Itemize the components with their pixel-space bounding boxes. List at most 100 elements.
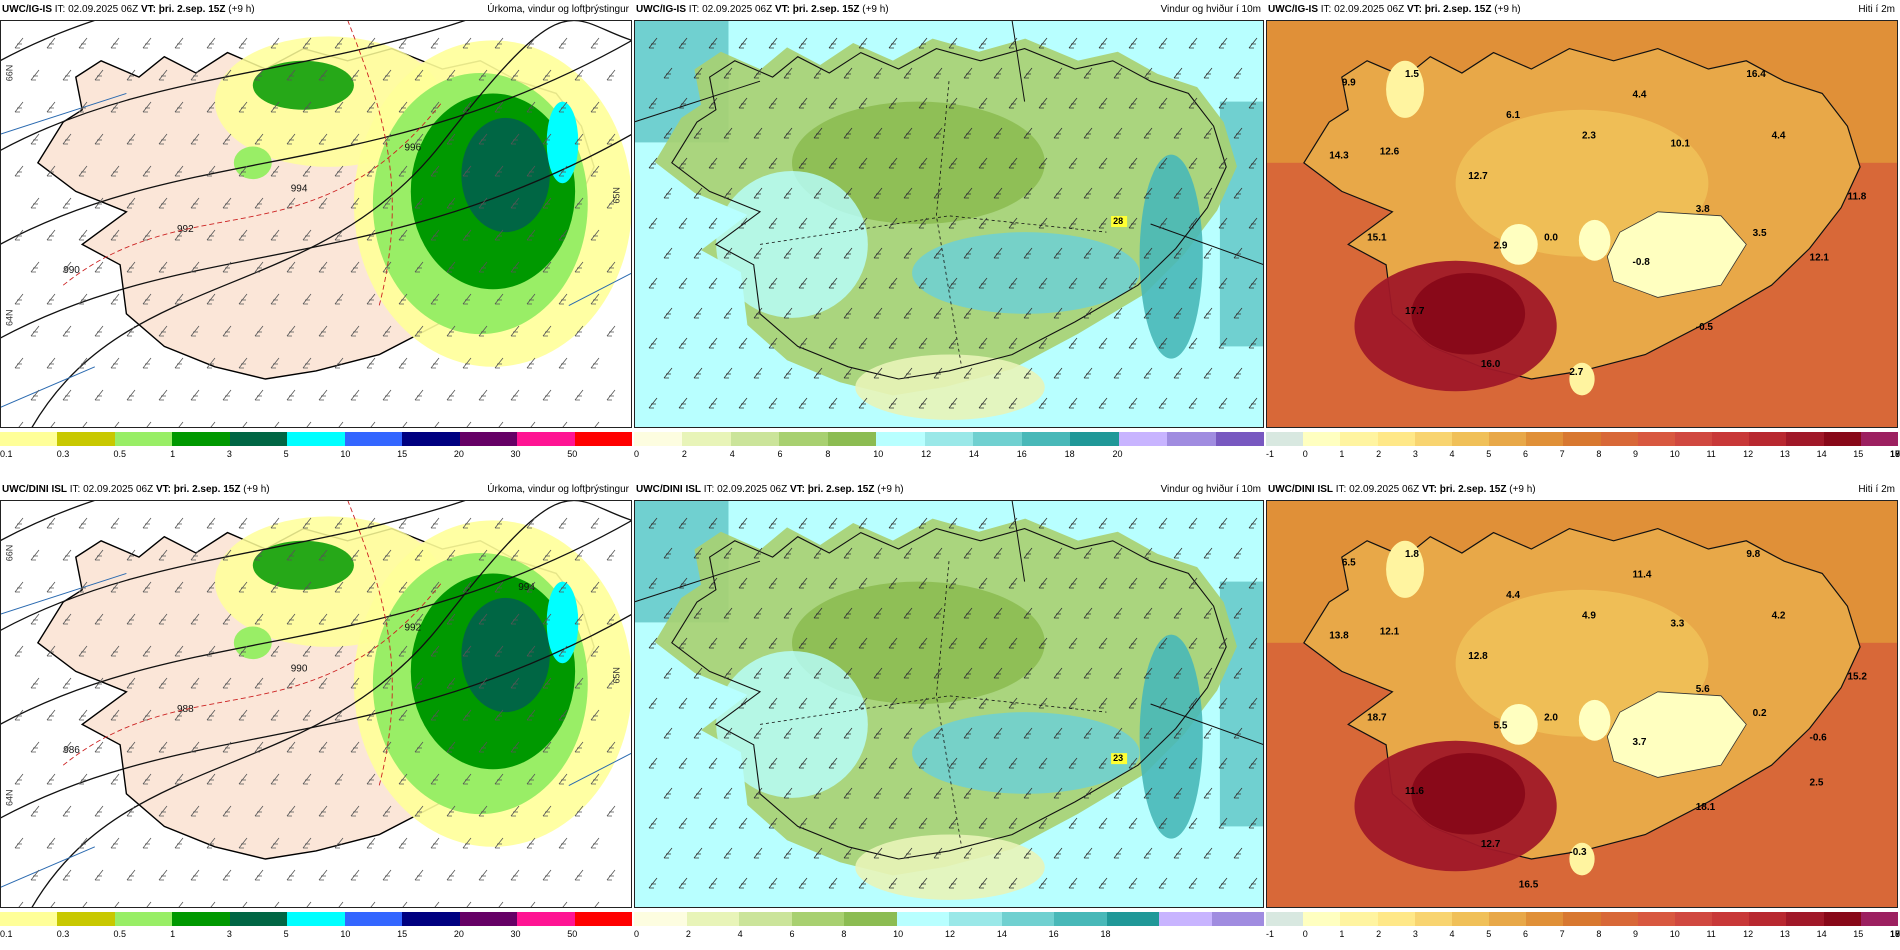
colorbar-tick-label: 0.5 <box>113 449 126 459</box>
colorbar-swatch <box>730 432 780 446</box>
forecast-offset: (+9 h) <box>1509 484 1536 495</box>
map-area: 6.5 1.8 9.8 11.4 4.4 13.8 12.1 4.9 3.3 4.2 12.8 5.6… <box>1266 500 1898 908</box>
it-label: IT: <box>1320 4 1332 15</box>
colorbar-swatch <box>229 432 288 446</box>
panel-header: UWC/DINI ISL IT: 02.09.2025 06Z VT: þri.… <box>1266 480 1898 500</box>
colorbar-swatch <box>1786 912 1824 926</box>
init-time: 02.09.2025 06Z <box>702 4 773 15</box>
it-label: IT: <box>69 484 81 495</box>
colorbar-tick-label: 0.1 <box>0 929 13 939</box>
vt-label: VT: <box>789 484 805 495</box>
precip-area-heavy <box>252 540 354 590</box>
colorbar-swatch <box>1563 912 1601 926</box>
colorbar-tick-label: 50 <box>567 449 578 459</box>
colorbar-tick-label: 18 <box>1890 929 1900 939</box>
colorbar-swatch <box>517 432 575 446</box>
colorbar-swatch <box>1526 432 1564 446</box>
temperature-label: 3.7 <box>1633 737 1647 748</box>
isobar-label: 992 <box>177 224 194 235</box>
temperature-label: 1.8 <box>1405 549 1419 560</box>
colorbar-swatch <box>1054 912 1107 926</box>
colorbar-swatch <box>791 912 844 926</box>
vt-label: VT: <box>140 4 156 15</box>
colorbar-swatch <box>1563 432 1601 446</box>
colorbar-swatch <box>1118 432 1168 446</box>
latitude-label: 64N <box>5 309 15 326</box>
run-info: UWC/DINI ISL IT: 02.09.2025 06Z VT: þri.… <box>1268 480 1536 500</box>
precip-core <box>546 101 579 184</box>
colorbar-tick-label: 6 <box>789 929 795 939</box>
vt-label: VT: <box>155 484 171 495</box>
colorbar-tick-label: 0.1 <box>0 449 13 459</box>
colorbar-tick-label: 3 <box>1412 449 1418 459</box>
colorbar-swatch <box>1526 912 1564 926</box>
temperature-label: 16.5 <box>1519 880 1539 891</box>
colorbar-tick-label: 7 <box>1559 929 1565 939</box>
wind-area-moderate <box>792 581 1045 704</box>
temperature-label: 3.3 <box>1670 618 1684 629</box>
max-gust-box <box>1111 216 1128 227</box>
temperature-label: -0.5 <box>1696 322 1714 333</box>
colorbar-swatch <box>1414 432 1452 446</box>
valid-time: þri. 2.sep. 15Z <box>158 4 226 15</box>
colorbar-swatch <box>827 432 877 446</box>
colorbar-swatch <box>1377 432 1415 446</box>
colorbar-tick-label: 2 <box>1376 449 1382 459</box>
wind-area-fresh <box>716 650 868 798</box>
colorbar-swatch <box>1600 432 1638 446</box>
it-label: IT: <box>1335 484 1347 495</box>
it-label: IT: <box>688 4 700 15</box>
model-name: UWC/IG-IS <box>636 4 686 15</box>
temperature-label: 2.5 <box>1810 778 1824 789</box>
colorbar-tick-label: 12 <box>945 929 956 939</box>
colorbar-tick-label: 18 <box>1890 449 1900 459</box>
colorbar-swatch <box>1749 432 1787 446</box>
valid-time: þri. 2.sep. 15Z <box>1424 4 1492 15</box>
precip-core <box>546 581 579 664</box>
colorbar-tick-label: 12 <box>1743 449 1754 459</box>
colorbar-tick-label: 10 <box>873 449 884 459</box>
graticule <box>0 92 632 409</box>
temp-area-cold <box>1386 60 1424 118</box>
colorbar-swatch <box>1451 912 1490 926</box>
colorbar-swatch <box>1340 432 1378 446</box>
wind-area-fresh <box>716 170 868 318</box>
temperature-label: 12.8 <box>1468 651 1488 662</box>
colorbar-swatch <box>517 912 575 926</box>
colorbar-tick-label: 15 <box>1853 449 1864 459</box>
temperature-label: 4.4 <box>1506 590 1520 601</box>
forecast-offset: (+9 h) <box>243 484 270 495</box>
graticule <box>0 572 632 889</box>
colorbar-tick-label: 10 <box>340 929 351 939</box>
colorbar-tick-label: 14 <box>1816 929 1827 939</box>
colorbar-tick-label: 18 <box>1100 929 1111 939</box>
temperature-label: 16.4 <box>1746 69 1766 80</box>
precip-area-heavy <box>252 60 354 110</box>
glacier-cold-area <box>1606 691 1747 778</box>
colorbar-tick-label: 1 <box>170 929 176 939</box>
colorbar-tick-label: 4 <box>729 449 735 459</box>
colorbar-tick-label: 18 <box>1064 449 1075 459</box>
colorbar-tick-label: 8 <box>841 929 847 939</box>
dashed-contours <box>62 20 443 306</box>
run-info: UWC/IG-IS IT: 02.09.2025 06Z VT: þri. 2.… <box>636 0 889 20</box>
valid-time: þri. 2.sep. 15Z <box>173 484 241 495</box>
colorbar-tick-label: 0 <box>634 449 640 459</box>
it-label: IT: <box>703 484 715 495</box>
max-gust-value: 28 <box>1113 216 1123 226</box>
temperature-label: -0.3 <box>1569 847 1587 858</box>
colorbar-tick-label: 2 <box>1376 929 1382 939</box>
colorbar-tick-label: 15 <box>1853 929 1864 939</box>
temperature-label: 2.7 <box>1569 367 1583 378</box>
temperature-label: 12.6 <box>1380 147 1400 158</box>
colorbar-tick-label: 8 <box>1596 449 1602 459</box>
temperature-label: 12.7 <box>1481 839 1501 850</box>
colorbar-tick-label: 0.3 <box>56 449 70 459</box>
colorbar-tick-label: 10 <box>1669 449 1680 459</box>
temp-area-cold <box>1578 699 1611 741</box>
map-canvas: 28 <box>634 20 1264 428</box>
temp-area-cold <box>1386 540 1424 598</box>
colorbar-tick-label: 12 <box>1743 929 1754 939</box>
colorbar-swatch <box>1489 432 1527 446</box>
